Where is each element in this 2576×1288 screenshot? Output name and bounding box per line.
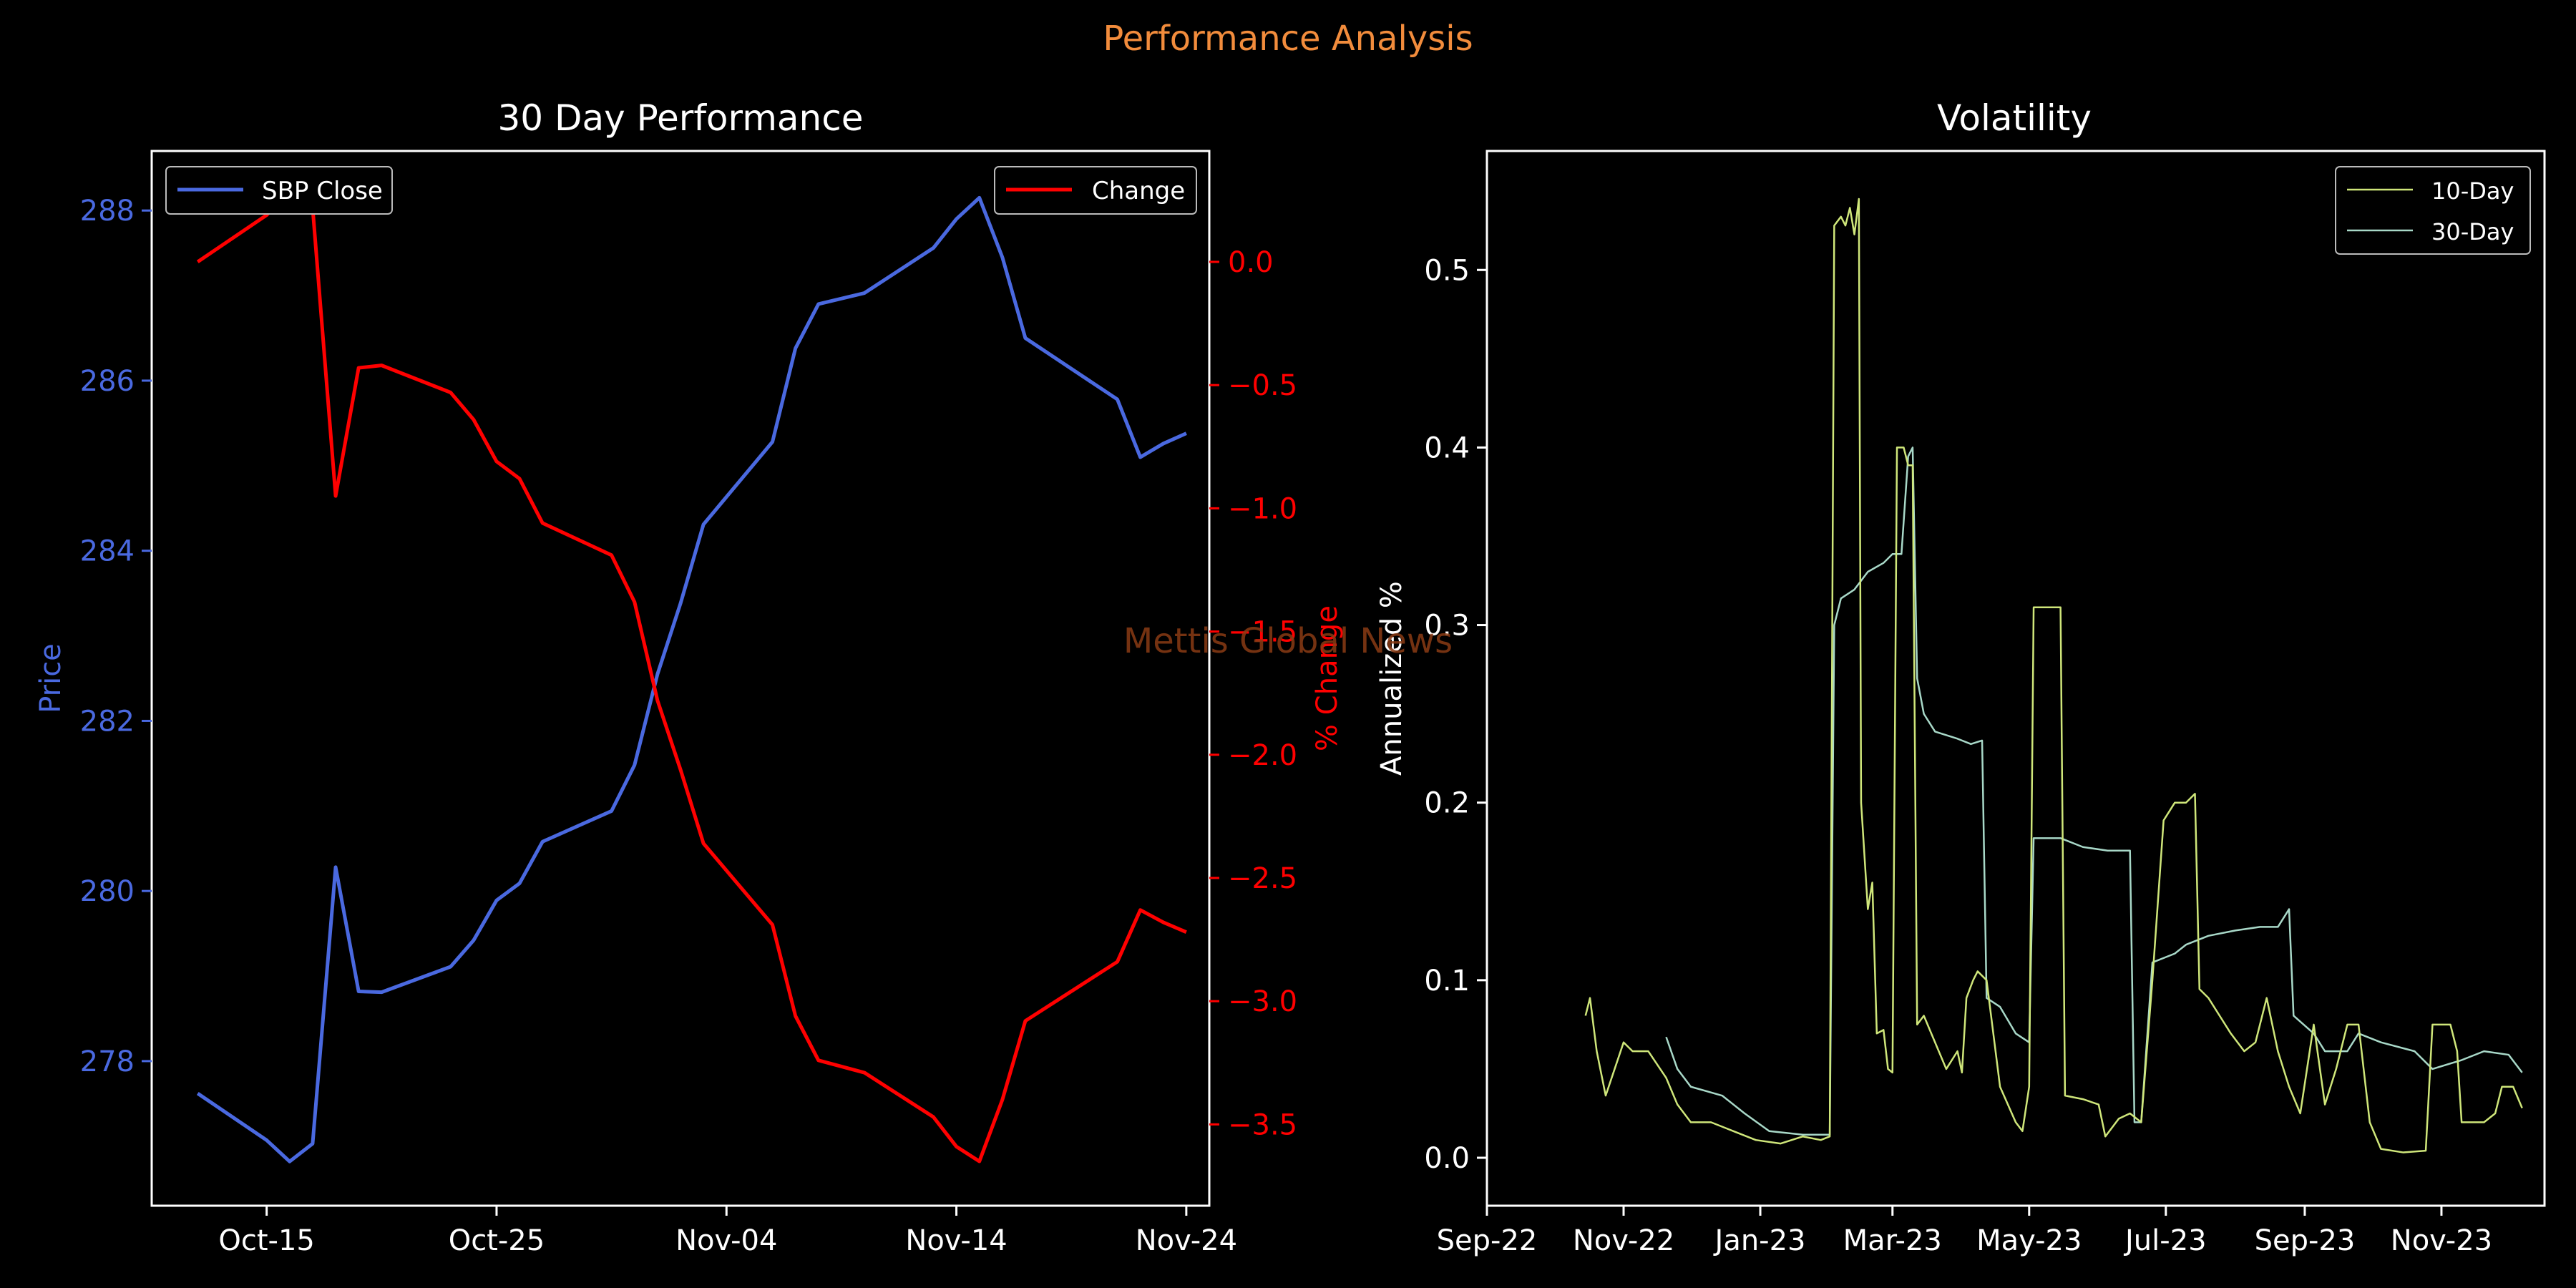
price-axis-label: Price bbox=[34, 643, 67, 713]
volatility-legend: 10-Day 30-Day bbox=[2335, 166, 2531, 255]
price-x-tick-label: Nov-14 bbox=[905, 1224, 1007, 1257]
change-line bbox=[196, 188, 1187, 1163]
volatility-x-tick-label: May-23 bbox=[1976, 1224, 2082, 1257]
change-legend: Change bbox=[994, 166, 1197, 215]
volatility-panel-lines bbox=[1584, 197, 2523, 1153]
change-y-tick-label: −3.0 bbox=[1228, 985, 1297, 1018]
price-panel-frame bbox=[150, 150, 1211, 1207]
volatility-y-tick-label: 0.5 bbox=[1424, 254, 1470, 287]
volatility-x-tick-label: Nov-22 bbox=[1573, 1224, 1674, 1257]
price-panel-ticks: Oct-15 Oct-25 Nov-04 Nov-14 Nov-24 278 280 282 2… bbox=[80, 195, 1298, 1257]
price-x-tick-label: Nov-04 bbox=[675, 1224, 777, 1257]
figure-suptitle: Performance Analysis bbox=[1103, 19, 1473, 59]
price-y-tick-label: 282 bbox=[80, 705, 135, 738]
change-axis-label: % Change bbox=[1311, 605, 1344, 751]
vol30-legend-label: 30-Day bbox=[2431, 218, 2514, 245]
volatility-x-tick-label: Sep-23 bbox=[2255, 1224, 2356, 1257]
volatility-x-tick-label: Jan-23 bbox=[1713, 1224, 1806, 1257]
volatility-y-tick-label: 0.3 bbox=[1424, 610, 1470, 643]
volatility-x-tick-label: Mar-23 bbox=[1843, 1224, 1942, 1257]
volatility-y-tick-label: 0.2 bbox=[1424, 787, 1470, 820]
volatility-axis-label: Annualized % bbox=[1375, 581, 1408, 776]
volatility-x-tick-label: Sep-22 bbox=[1437, 1224, 1538, 1257]
price-line-sbp-close bbox=[196, 195, 1187, 1163]
price-panel-lines bbox=[196, 188, 1187, 1163]
volatility-panel-frame bbox=[1485, 150, 2546, 1207]
change-legend-label: Change bbox=[1092, 177, 1185, 205]
price-x-tick-label: Nov-24 bbox=[1136, 1224, 1237, 1257]
change-y-tick-label: −3.5 bbox=[1228, 1108, 1297, 1141]
volatility-y-tick-label: 0.4 bbox=[1424, 431, 1470, 464]
price-y-tick-label: 284 bbox=[80, 535, 135, 568]
volatility-x-tick-label: Nov-23 bbox=[2391, 1224, 2492, 1257]
volatility-legend-box bbox=[2335, 166, 2531, 255]
price-y-tick-label: 288 bbox=[80, 195, 135, 228]
price-panel-title: 30 Day Performance bbox=[498, 97, 864, 139]
change-y-tick-label: −1.5 bbox=[1228, 616, 1297, 649]
volatility-x-tick-label: Jul-23 bbox=[2123, 1224, 2207, 1257]
price-y-tick-label: 280 bbox=[80, 875, 135, 908]
volatility-panel: Volatility Sep-22 Nov-22 Jan-23 Mar-23 May-2… bbox=[1375, 97, 2546, 1257]
change-y-tick-label: −1.0 bbox=[1228, 492, 1297, 525]
price-x-tick-label: Oct-25 bbox=[449, 1224, 545, 1257]
change-y-tick-label: −0.5 bbox=[1228, 369, 1297, 402]
change-y-tick-label: −2.0 bbox=[1228, 739, 1297, 772]
volatility-y-tick-label: 0.0 bbox=[1424, 1142, 1470, 1175]
vol10-legend-label: 10-Day bbox=[2431, 177, 2514, 205]
change-legend-box bbox=[994, 166, 1197, 215]
volatility-y-tick-label: 0.1 bbox=[1424, 965, 1470, 997]
price-legend: SBP Close bbox=[165, 166, 393, 215]
watermark: Mettis Global News bbox=[1123, 621, 1453, 661]
price-legend-box bbox=[165, 166, 393, 215]
price-legend-label: SBP Close bbox=[262, 177, 383, 205]
change-y-tick-label: 0.0 bbox=[1228, 246, 1274, 279]
change-y-tick-label: −2.5 bbox=[1228, 862, 1297, 895]
vol10-line bbox=[1584, 197, 2523, 1153]
volatility-panel-title: Volatility bbox=[1937, 97, 2092, 139]
volatility-panel-ticks: Sep-22 Nov-22 Jan-23 Mar-23 May-23 Jul-23 Sep-… bbox=[1424, 254, 2492, 1257]
price-x-tick-label: Oct-15 bbox=[218, 1224, 315, 1257]
price-y-tick-label: 286 bbox=[80, 365, 135, 398]
price-panel: 30 Day Performance Oct-15 Oct-25 Nov-04 Nov… bbox=[34, 97, 1344, 1257]
price-y-tick-label: 278 bbox=[80, 1045, 135, 1078]
